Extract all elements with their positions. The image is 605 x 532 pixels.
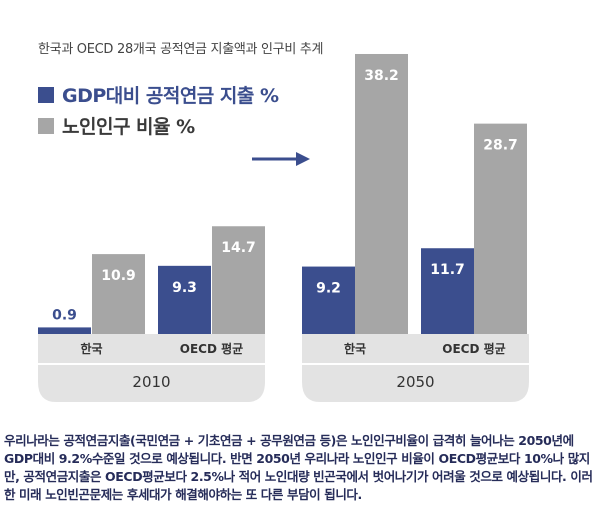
value-label-elderly-oecd-2050: 28.7 [483, 138, 518, 154]
category-label-korea-2010: 한국 [80, 341, 102, 356]
legend-swatch-elderly [38, 117, 54, 134]
legend-label-elderly: 노인인구 비율 % [62, 116, 195, 138]
period-label-2050: 2050 [396, 373, 434, 391]
legend-item-gdp: GDP대비 공적연금 지출 % [38, 81, 279, 108]
category-label-oecd-2010: OECD 평균 [180, 342, 243, 356]
bar-elderly-oecd-2010 [212, 226, 265, 334]
value-label-elderly-oecd-2010: 14.7 [221, 240, 256, 256]
value-label-elderly-korea-2010: 10.9 [101, 268, 136, 284]
value-label-gdp-oecd-2010: 9.3 [172, 280, 197, 296]
caption-text: 우리나라는 공적연금지출(국민연금 + 기초연금 + 공무원연금 등)은 노인인… [4, 433, 593, 502]
bar-gdp-oecd-2010 [158, 265, 211, 334]
arrow-head [296, 152, 310, 166]
legend-label-gdp: GDP대비 공적연금 지출 % [62, 85, 279, 107]
bar-chart: 2010 0.9 10.9 한국 9.3 14.7 OECD 평균 2050 9.2 38.2 한국… [38, 53, 529, 402]
panel-2050 [302, 334, 529, 402]
bar-gdp-oecd-2050 [421, 248, 474, 334]
category-label-korea-2050: 한국 [344, 341, 366, 356]
bar-elderly-korea-2050 [355, 53, 408, 335]
panel-2010 [38, 334, 265, 402]
value-label-gdp-korea-2010: 0.9 [52, 307, 77, 323]
legend-item-elderly: 노인인구 비율 % [38, 112, 195, 139]
category-label-oecd-2050: OECD 평균 [442, 342, 505, 356]
period-label-2010: 2010 [132, 373, 170, 391]
bar-gdp-korea-2010 [38, 327, 91, 334]
value-label-elderly-korea-2050: 38.2 [364, 68, 399, 84]
chart-subtitle: 한국과 OECD 28개국 공적연금 지출액과 인구비 추계 [38, 42, 324, 57]
value-label-gdp-korea-2050: 9.2 [316, 281, 341, 297]
bar-elderly-oecd-2050 [474, 123, 527, 334]
bar-elderly-korea-2010 [92, 254, 145, 334]
legend-swatch-gdp [38, 86, 54, 103]
value-label-gdp-oecd-2050: 11.7 [430, 262, 465, 278]
bar-gdp-korea-2050 [302, 266, 355, 334]
